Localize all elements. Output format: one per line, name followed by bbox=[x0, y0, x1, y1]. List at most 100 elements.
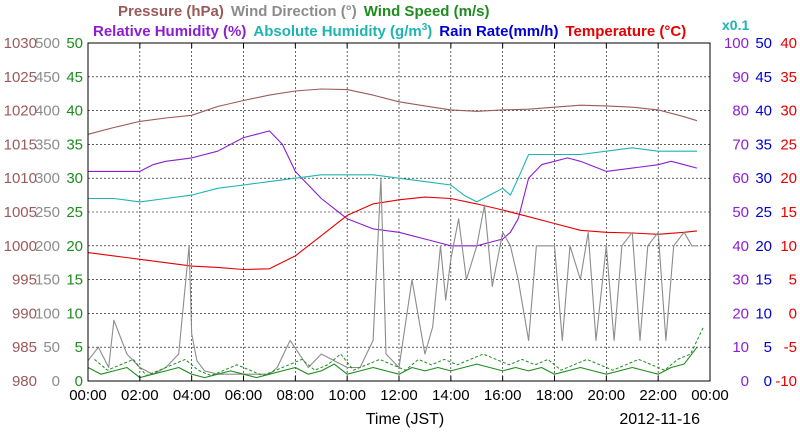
x-tick-label: 12:00 bbox=[380, 387, 418, 404]
series-humidity bbox=[88, 130, 698, 247]
rain_rate-tick-label: 35 bbox=[755, 136, 772, 153]
wind_speed-tick-label: 10 bbox=[66, 305, 83, 322]
pressure-tick-label: 1020 bbox=[4, 103, 37, 120]
x-tick-label: 18:00 bbox=[536, 387, 574, 404]
x-tick-label: 02:00 bbox=[121, 387, 159, 404]
grid-lines bbox=[88, 43, 710, 381]
series-humidity bbox=[88, 147, 697, 203]
humidity-tick-label: 100 bbox=[724, 35, 749, 52]
chart-date: 2012-11-16 bbox=[619, 411, 700, 428]
temperature-tick-label: 15 bbox=[780, 204, 797, 221]
temperature-tick-label: 25 bbox=[780, 136, 797, 153]
wind_direction-tick-label: 450 bbox=[35, 69, 60, 86]
wind_speed-tick-label: 40 bbox=[66, 103, 83, 120]
wind_speed-tick-label: 50 bbox=[66, 35, 83, 52]
rain_rate-tick-label: 20 bbox=[755, 238, 772, 255]
legend-entry: Temperature (°C) bbox=[565, 23, 686, 40]
humidity-tick-label: 80 bbox=[732, 103, 749, 120]
x-tick-label: 10:00 bbox=[328, 387, 366, 404]
wind_speed-tick-label: 0 bbox=[75, 373, 83, 390]
temperature-tick-label: 10 bbox=[780, 238, 797, 255]
pressure-tick-label: 990 bbox=[12, 305, 37, 322]
wind_direction-tick-label: 0 bbox=[52, 373, 60, 390]
rain_rate-tick-label: 5 bbox=[764, 339, 772, 356]
humidity-tick-label: 0 bbox=[741, 373, 749, 390]
wind_speed-tick-label: 20 bbox=[66, 238, 83, 255]
rain_rate-tick-label: 15 bbox=[755, 272, 772, 289]
rain_rate-tick-label: 0 bbox=[764, 373, 772, 390]
legend-row: Pressure (hPa) Wind Direction (°) Wind Spe… bbox=[118, 3, 489, 20]
temperature-tick-label: 20 bbox=[780, 170, 797, 187]
humidity-tick-label: 50 bbox=[732, 204, 749, 221]
pressure-tick-label: 1030 bbox=[4, 35, 37, 52]
wind_direction-tick-label: 100 bbox=[35, 305, 60, 322]
wind_direction-tick-label: 200 bbox=[35, 238, 60, 255]
wind_speed-tick-label: 25 bbox=[66, 204, 83, 221]
series-wind-speed bbox=[87, 346, 698, 379]
rain_rate-tick-label: 30 bbox=[755, 170, 772, 187]
legend-entry-close: ) bbox=[427, 23, 432, 40]
x-tick-label: 06:00 bbox=[225, 387, 263, 404]
temperature-tick-label: 0 bbox=[789, 305, 797, 322]
x-tick-label: 00:00 bbox=[691, 387, 729, 404]
rain_rate-tick-label: 25 bbox=[755, 204, 772, 221]
series-wind-direction bbox=[87, 177, 697, 375]
wind_direction-tick-label: 150 bbox=[35, 272, 60, 289]
series-pressure bbox=[87, 88, 698, 135]
wind_direction-tick-label: 250 bbox=[35, 204, 60, 221]
temperature-tick-label: 5 bbox=[789, 272, 797, 289]
rain_rate-tick-label: 45 bbox=[755, 69, 772, 86]
chart-legend: Pressure (hPa) Wind Direction (°) Wind Spe… bbox=[93, 3, 749, 40]
wind_speed-tick-label: 30 bbox=[66, 170, 83, 187]
temperature-tick-label: 30 bbox=[780, 103, 797, 120]
wind_speed-tick-label: 15 bbox=[66, 272, 83, 289]
right-axes: 0102030405060708090100051015202530354045… bbox=[705, 35, 797, 390]
data-series bbox=[87, 88, 704, 379]
pressure-tick-label: 995 bbox=[12, 272, 37, 289]
wind_direction-tick-label: 350 bbox=[35, 136, 60, 153]
humidity-tick-label: 90 bbox=[732, 69, 749, 86]
x-tick-label: 00:00 bbox=[69, 387, 107, 404]
legend-entry: Pressure (hPa) bbox=[118, 3, 224, 20]
humidity-tick-label: 30 bbox=[732, 272, 749, 289]
wind_direction-tick-label: 400 bbox=[35, 103, 60, 120]
series-wind-gust bbox=[94, 326, 704, 377]
series-temperature bbox=[87, 196, 698, 271]
humidity-tick-label: 40 bbox=[732, 238, 749, 255]
legend-superscript: 3 bbox=[422, 22, 428, 33]
wind_speed-tick-label: 35 bbox=[66, 136, 83, 153]
rain_rate-tick-label: 10 bbox=[755, 305, 772, 322]
temperature-tick-label: 35 bbox=[780, 69, 797, 86]
pressure-tick-label: 1010 bbox=[4, 170, 37, 187]
pressure-tick-label: 1025 bbox=[4, 69, 37, 86]
rain_rate-tick-label: 40 bbox=[755, 103, 772, 120]
legend-entry: Absolute Humidity (g/m bbox=[253, 23, 421, 40]
x-tick-label: 08:00 bbox=[277, 387, 315, 404]
pressure-tick-label: 1005 bbox=[4, 204, 37, 221]
x-tick-label: 04:00 bbox=[173, 387, 211, 404]
left-axes: 9809859909951000100510101015102010251030… bbox=[4, 35, 93, 390]
pressure-tick-label: 980 bbox=[12, 373, 37, 390]
legend-entry: Rain Rate(mm/h) bbox=[439, 23, 558, 40]
legend-row: Relative Humidity (%) Absolute Humidity (… bbox=[93, 22, 686, 40]
legend-entry: Wind Direction (°) bbox=[231, 3, 357, 20]
wind_direction-tick-label: 50 bbox=[43, 339, 60, 356]
wind_direction-tick-label: 300 bbox=[35, 170, 60, 187]
x-tick-label: 16:00 bbox=[484, 387, 522, 404]
temperature-tick-label: -10 bbox=[775, 373, 797, 390]
legend-entry: Wind Speed (m/s) bbox=[364, 3, 490, 20]
pressure-tick-label: 1000 bbox=[4, 238, 37, 255]
pressure-tick-label: 1015 bbox=[4, 136, 37, 153]
humidity-tick-label: 70 bbox=[732, 136, 749, 153]
wind_speed-tick-label: 45 bbox=[66, 69, 83, 86]
x-tick-label: 20:00 bbox=[588, 387, 626, 404]
pressure-tick-label: 985 bbox=[12, 339, 37, 356]
x-axis-label: Time (JST) bbox=[366, 411, 445, 428]
x-axis: 00:00 02:00 04:00 06:00 08:00 10:00 12:00 14:00… bbox=[69, 43, 729, 404]
humidity-tick-label: 60 bbox=[732, 170, 749, 187]
legend-entry: Relative Humidity (%) bbox=[93, 23, 246, 40]
wind_direction-tick-label: 500 bbox=[35, 35, 60, 52]
humidity-tick-label: 10 bbox=[732, 339, 749, 356]
humidity-tick-label: 20 bbox=[732, 305, 749, 322]
x-tick-label: 14:00 bbox=[432, 387, 470, 404]
